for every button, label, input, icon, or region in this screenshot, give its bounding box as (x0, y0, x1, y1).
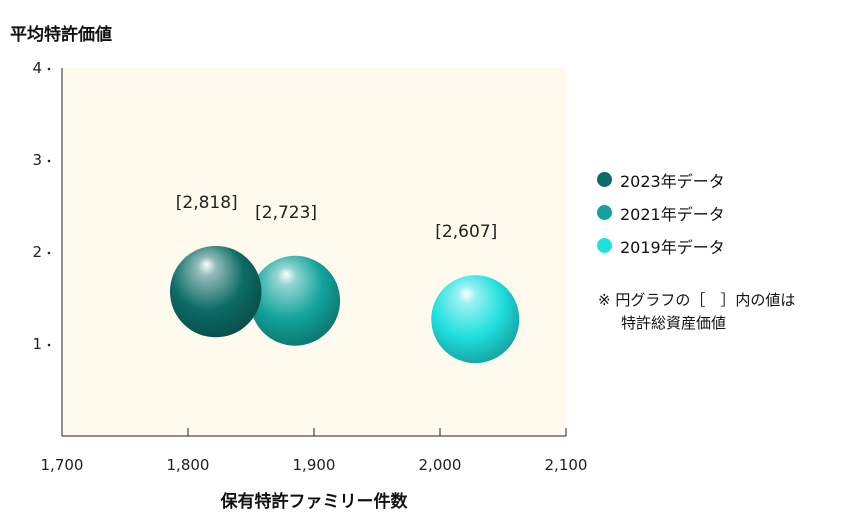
legend-marker-2021 (597, 205, 612, 220)
legend: 2023年データ 2021年データ 2019年データ (597, 163, 725, 262)
x-axis-title: 保有特許ファミリー件数 (220, 491, 409, 512)
legend-item-2021: 2021年データ (597, 196, 725, 229)
y-tick-dot (47, 159, 51, 163)
legend-marker-2019 (597, 238, 612, 253)
legend-marker-2023 (597, 172, 612, 187)
bubble-value-label: [2,607] (435, 222, 497, 242)
note-line-1: ※ 円グラフの［ ］内の値は (598, 291, 796, 309)
y-tick-label: 3 (32, 151, 42, 169)
legend-label-2019: 2019年データ (620, 237, 725, 257)
x-tick-label: 2,100 (545, 456, 588, 474)
bubble-value-label: [2,723] (255, 203, 317, 223)
y-tick-dot (47, 251, 51, 255)
x-tick-label: 1,800 (167, 456, 210, 474)
chart-note: ※ 円グラフの［ ］内の値は 特許総資産価値 (598, 289, 795, 335)
legend-label-2023: 2023年データ (620, 171, 725, 191)
bubble-value-label: [2,818] (176, 193, 238, 213)
legend-label-2021: 2021年データ (620, 204, 725, 224)
y-tick-dot (47, 343, 51, 347)
y-tick-dot (47, 67, 51, 71)
legend-item-2019: 2019年データ (597, 229, 725, 262)
bubble-2019 (431, 275, 520, 364)
plot-area (62, 68, 566, 436)
bubble-2021 (250, 255, 341, 346)
y-tick-label: 1 (32, 335, 42, 353)
legend-item-2023: 2023年データ (597, 163, 725, 196)
y-tick-label: 2 (32, 243, 42, 261)
y-tick-label: 4 (32, 59, 42, 77)
y-axis-title: 平均特許価値 (10, 24, 112, 45)
x-tick-label: 2,000 (419, 456, 462, 474)
x-tick-label: 1,900 (293, 456, 336, 474)
note-line-2: 特許総資産価値 (621, 314, 727, 332)
x-tick-label: 1,700 (41, 456, 84, 474)
bubble-2023 (169, 245, 262, 338)
